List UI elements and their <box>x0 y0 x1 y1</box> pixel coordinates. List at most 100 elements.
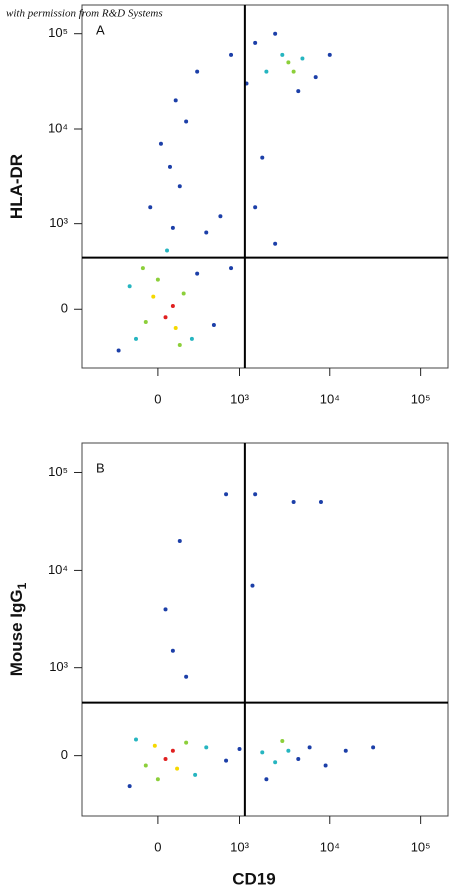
event-dot <box>177 342 182 347</box>
event-dot <box>313 75 318 80</box>
event-dot <box>300 56 305 61</box>
x-tick-label: 0 <box>154 391 161 406</box>
event-dot <box>273 241 278 246</box>
event-dot <box>286 748 291 753</box>
plot-frame <box>81 442 449 817</box>
event-dot <box>173 325 178 330</box>
event-dot <box>204 230 209 235</box>
panel-label: B <box>96 460 105 475</box>
event-dot <box>253 205 258 210</box>
event-dot <box>170 304 175 309</box>
event-dot <box>296 756 301 761</box>
event-dot <box>184 740 189 745</box>
event-dot <box>253 492 258 497</box>
x-tick-label: 10⁵ <box>411 839 431 854</box>
event-dot <box>189 336 194 341</box>
event-dot <box>170 648 175 653</box>
event-dot <box>163 756 168 761</box>
y-axis-title: Mouse IgG1 <box>7 582 29 676</box>
event-dot <box>181 291 186 296</box>
y-tick-label: 10⁴ <box>48 562 68 577</box>
event-dot <box>260 155 265 160</box>
event-dot <box>177 184 182 189</box>
y-tick-label: 10⁵ <box>48 25 68 40</box>
event-dot <box>155 777 160 782</box>
event-dot <box>148 205 153 210</box>
event-dot <box>127 784 132 789</box>
event-dot <box>195 271 200 276</box>
event-dot <box>218 214 223 219</box>
event-dot <box>116 348 121 353</box>
event-dot <box>175 766 180 771</box>
event-dot <box>195 69 200 74</box>
event-dot <box>163 315 168 320</box>
event-dot <box>184 119 189 124</box>
watermark: with permission from R&D Systems <box>6 8 163 20</box>
plot-frame <box>81 4 449 369</box>
event-dot <box>173 98 178 103</box>
event-dot <box>184 674 189 679</box>
event-dot <box>260 750 265 755</box>
y-tick-label: 10⁵ <box>48 464 68 479</box>
event-dot <box>264 69 269 74</box>
y-tick-label: 0 <box>61 301 68 316</box>
event-dot <box>371 745 376 750</box>
x-tick-label: 10³ <box>230 391 249 406</box>
event-dot <box>291 69 296 74</box>
event-dot <box>163 607 168 612</box>
event-dot <box>307 745 312 750</box>
event-dot <box>273 760 278 765</box>
event-dot <box>158 141 163 146</box>
x-tick-label: 0 <box>154 839 161 854</box>
event-dot <box>193 772 198 777</box>
y-axis-title: HLA-DR <box>7 154 26 219</box>
event-dot <box>286 60 291 65</box>
panel-label: A <box>96 22 105 37</box>
event-dot <box>253 40 258 45</box>
event-dot <box>229 52 234 57</box>
x-tick-label: 10³ <box>230 839 249 854</box>
event-dot <box>204 745 209 750</box>
event-dot <box>343 748 348 753</box>
event-dot <box>237 747 242 752</box>
event-dot <box>152 743 157 748</box>
event-dot <box>151 294 156 299</box>
event-dot <box>280 739 285 744</box>
event-dot <box>167 164 172 169</box>
event-dot <box>165 248 170 253</box>
event-dot <box>143 763 148 768</box>
x-tick-label: 10⁴ <box>320 839 340 854</box>
event-dot <box>143 319 148 324</box>
event-dot <box>280 52 285 57</box>
event-dot <box>133 336 138 341</box>
event-dot <box>155 277 160 282</box>
event-dot <box>296 89 301 94</box>
event-dot <box>264 777 269 782</box>
y-tick-label: 10³ <box>49 215 68 230</box>
y-axis-title-text: Mouse IgG <box>7 589 26 676</box>
y-axis-title-subscript: 1 <box>15 582 29 589</box>
x-axis-title: CD19 <box>232 869 275 888</box>
event-dot <box>170 748 175 753</box>
event-dot <box>224 758 229 763</box>
event-dot <box>318 499 323 504</box>
event-dot <box>229 266 234 271</box>
y-tick-label: 0 <box>61 747 68 762</box>
event-dot <box>133 737 138 742</box>
y-axis-title-text: HLA-DR <box>7 154 26 219</box>
event-dot <box>273 31 278 36</box>
event-dot <box>291 499 296 504</box>
y-tick-label: 10³ <box>49 659 68 674</box>
event-dot <box>323 763 328 768</box>
event-dot <box>140 266 145 271</box>
event-dot <box>177 538 182 543</box>
event-dot <box>224 492 229 497</box>
event-dot <box>170 225 175 230</box>
event-dot <box>127 284 132 289</box>
x-tick-label: 10⁴ <box>320 391 340 406</box>
y-tick-label: 10⁴ <box>48 120 68 135</box>
x-tick-label: 10⁵ <box>411 391 431 406</box>
event-dot <box>327 52 332 57</box>
event-dot <box>250 583 255 588</box>
